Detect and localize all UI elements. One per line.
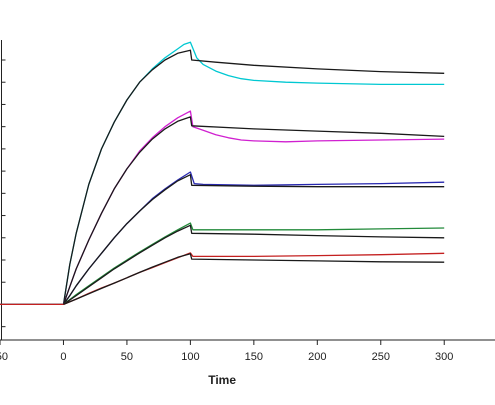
fit-curve-1 bbox=[62, 49, 445, 305]
x-tick-label: 200 bbox=[308, 351, 326, 363]
fit-curve-7 bbox=[63, 224, 445, 305]
x-axis-title: Time bbox=[208, 373, 236, 387]
measured-curve-2 bbox=[0, 110, 445, 306]
x-tick-label: 150 bbox=[245, 351, 263, 363]
fit-curve-5 bbox=[62, 174, 445, 305]
x-tick-label: 100 bbox=[181, 351, 199, 363]
y-axis-ticks bbox=[1, 59, 6, 328]
series-group bbox=[0, 41, 445, 306]
measured-curve-6 bbox=[0, 222, 445, 306]
x-tick-label: 50 bbox=[121, 351, 133, 363]
measured-curve-0 bbox=[0, 41, 445, 306]
x-tick-label: 250 bbox=[372, 351, 390, 363]
fit-curve-9 bbox=[63, 253, 445, 305]
x-tick-label: -50 bbox=[0, 351, 8, 363]
fit-curve-3 bbox=[62, 116, 445, 305]
x-tick-label: 0 bbox=[60, 351, 66, 363]
x-tick-label: 300 bbox=[435, 351, 453, 363]
x-axis-ticks: -50 0 50 100 150 200 250 300 bbox=[0, 340, 453, 363]
